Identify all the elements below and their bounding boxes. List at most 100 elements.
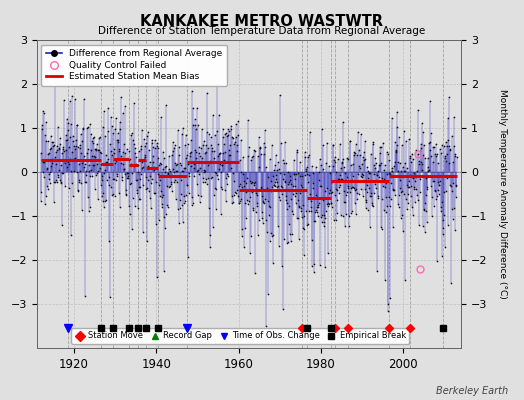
Legend: Station Move, Record Gap, Time of Obs. Change, Empirical Break: Station Move, Record Gap, Time of Obs. C… (71, 328, 409, 344)
Point (387, 180, 395, 186)
Point (280, 139, 289, 145)
Point (47, 133, 56, 139)
Point (192, 154, 201, 161)
Point (393, 142, 401, 148)
Point (340, 164, 348, 170)
Point (119, 110, 127, 116)
Point (85, 204, 94, 210)
Point (430, 144, 439, 150)
Point (110, 150, 118, 156)
Point (150, 145, 159, 152)
Point (381, 208, 390, 215)
Point (231, 139, 239, 145)
Point (295, 203, 303, 209)
Point (388, 165, 396, 171)
Point (200, 169, 208, 175)
Point (347, 176, 356, 183)
Point (276, 92, 285, 98)
Point (128, 136, 137, 143)
Point (318, 212, 326, 218)
Point (102, 152, 111, 158)
Point (449, 159, 457, 165)
Point (311, 218, 319, 224)
Point (288, 231, 296, 238)
Point (253, 200, 261, 206)
Point (149, 144, 157, 150)
Point (126, 156, 134, 162)
Point (295, 236, 303, 242)
Point (178, 131, 186, 137)
Point (112, 115, 120, 121)
Point (269, 260, 278, 266)
Point (445, 94, 454, 100)
Point (403, 184, 412, 190)
Point (149, 153, 158, 159)
Point (320, 212, 328, 218)
Point (441, 155, 450, 161)
Point (169, 148, 177, 154)
Point (259, 151, 268, 157)
Point (205, 205, 214, 211)
Point (77, 130, 85, 137)
Point (158, 204, 166, 210)
Point (46, 169, 54, 176)
Point (342, 210, 350, 217)
Point (407, 193, 415, 199)
Point (376, 144, 385, 150)
Point (209, 155, 217, 162)
Point (310, 269, 319, 275)
Point (389, 187, 397, 194)
Point (213, 176, 222, 182)
Point (424, 167, 433, 174)
Point (42, 193, 50, 199)
Point (423, 168, 432, 174)
Point (135, 183, 144, 190)
Point (48, 139, 57, 145)
Point (444, 136, 453, 143)
Point (255, 164, 263, 170)
Point (82, 168, 90, 174)
Point (233, 187, 242, 193)
Point (167, 178, 176, 185)
Point (412, 186, 421, 192)
Point (47, 145, 55, 151)
Point (365, 170, 374, 176)
Point (40, 132, 49, 138)
Point (234, 200, 243, 206)
Point (452, 183, 460, 189)
Point (133, 176, 141, 183)
Point (115, 146, 124, 152)
Point (399, 164, 408, 170)
Point (122, 191, 130, 197)
Point (60, 158, 68, 164)
Point (249, 205, 258, 212)
Point (396, 185, 404, 192)
Point (157, 161, 165, 167)
Point (154, 145, 162, 151)
Point (265, 156, 274, 163)
Point (235, 197, 244, 204)
Point (220, 141, 228, 148)
Point (358, 174, 366, 180)
Point (411, 178, 419, 184)
Point (37, 150, 45, 156)
Point (250, 182, 258, 188)
Point (300, 213, 309, 220)
Point (306, 195, 314, 202)
Point (411, 199, 419, 205)
Point (69, 138, 77, 144)
Point (203, 175, 212, 181)
Point (238, 226, 246, 233)
Point (68, 148, 76, 155)
Point (54, 124, 62, 130)
Point (183, 152, 192, 158)
Point (184, 254, 192, 260)
Point (236, 181, 244, 187)
Point (77, 150, 85, 156)
Point (199, 174, 207, 181)
Point (322, 208, 330, 214)
Point (185, 150, 194, 157)
Point (392, 124, 401, 130)
Point (358, 172, 367, 178)
Point (421, 174, 430, 181)
